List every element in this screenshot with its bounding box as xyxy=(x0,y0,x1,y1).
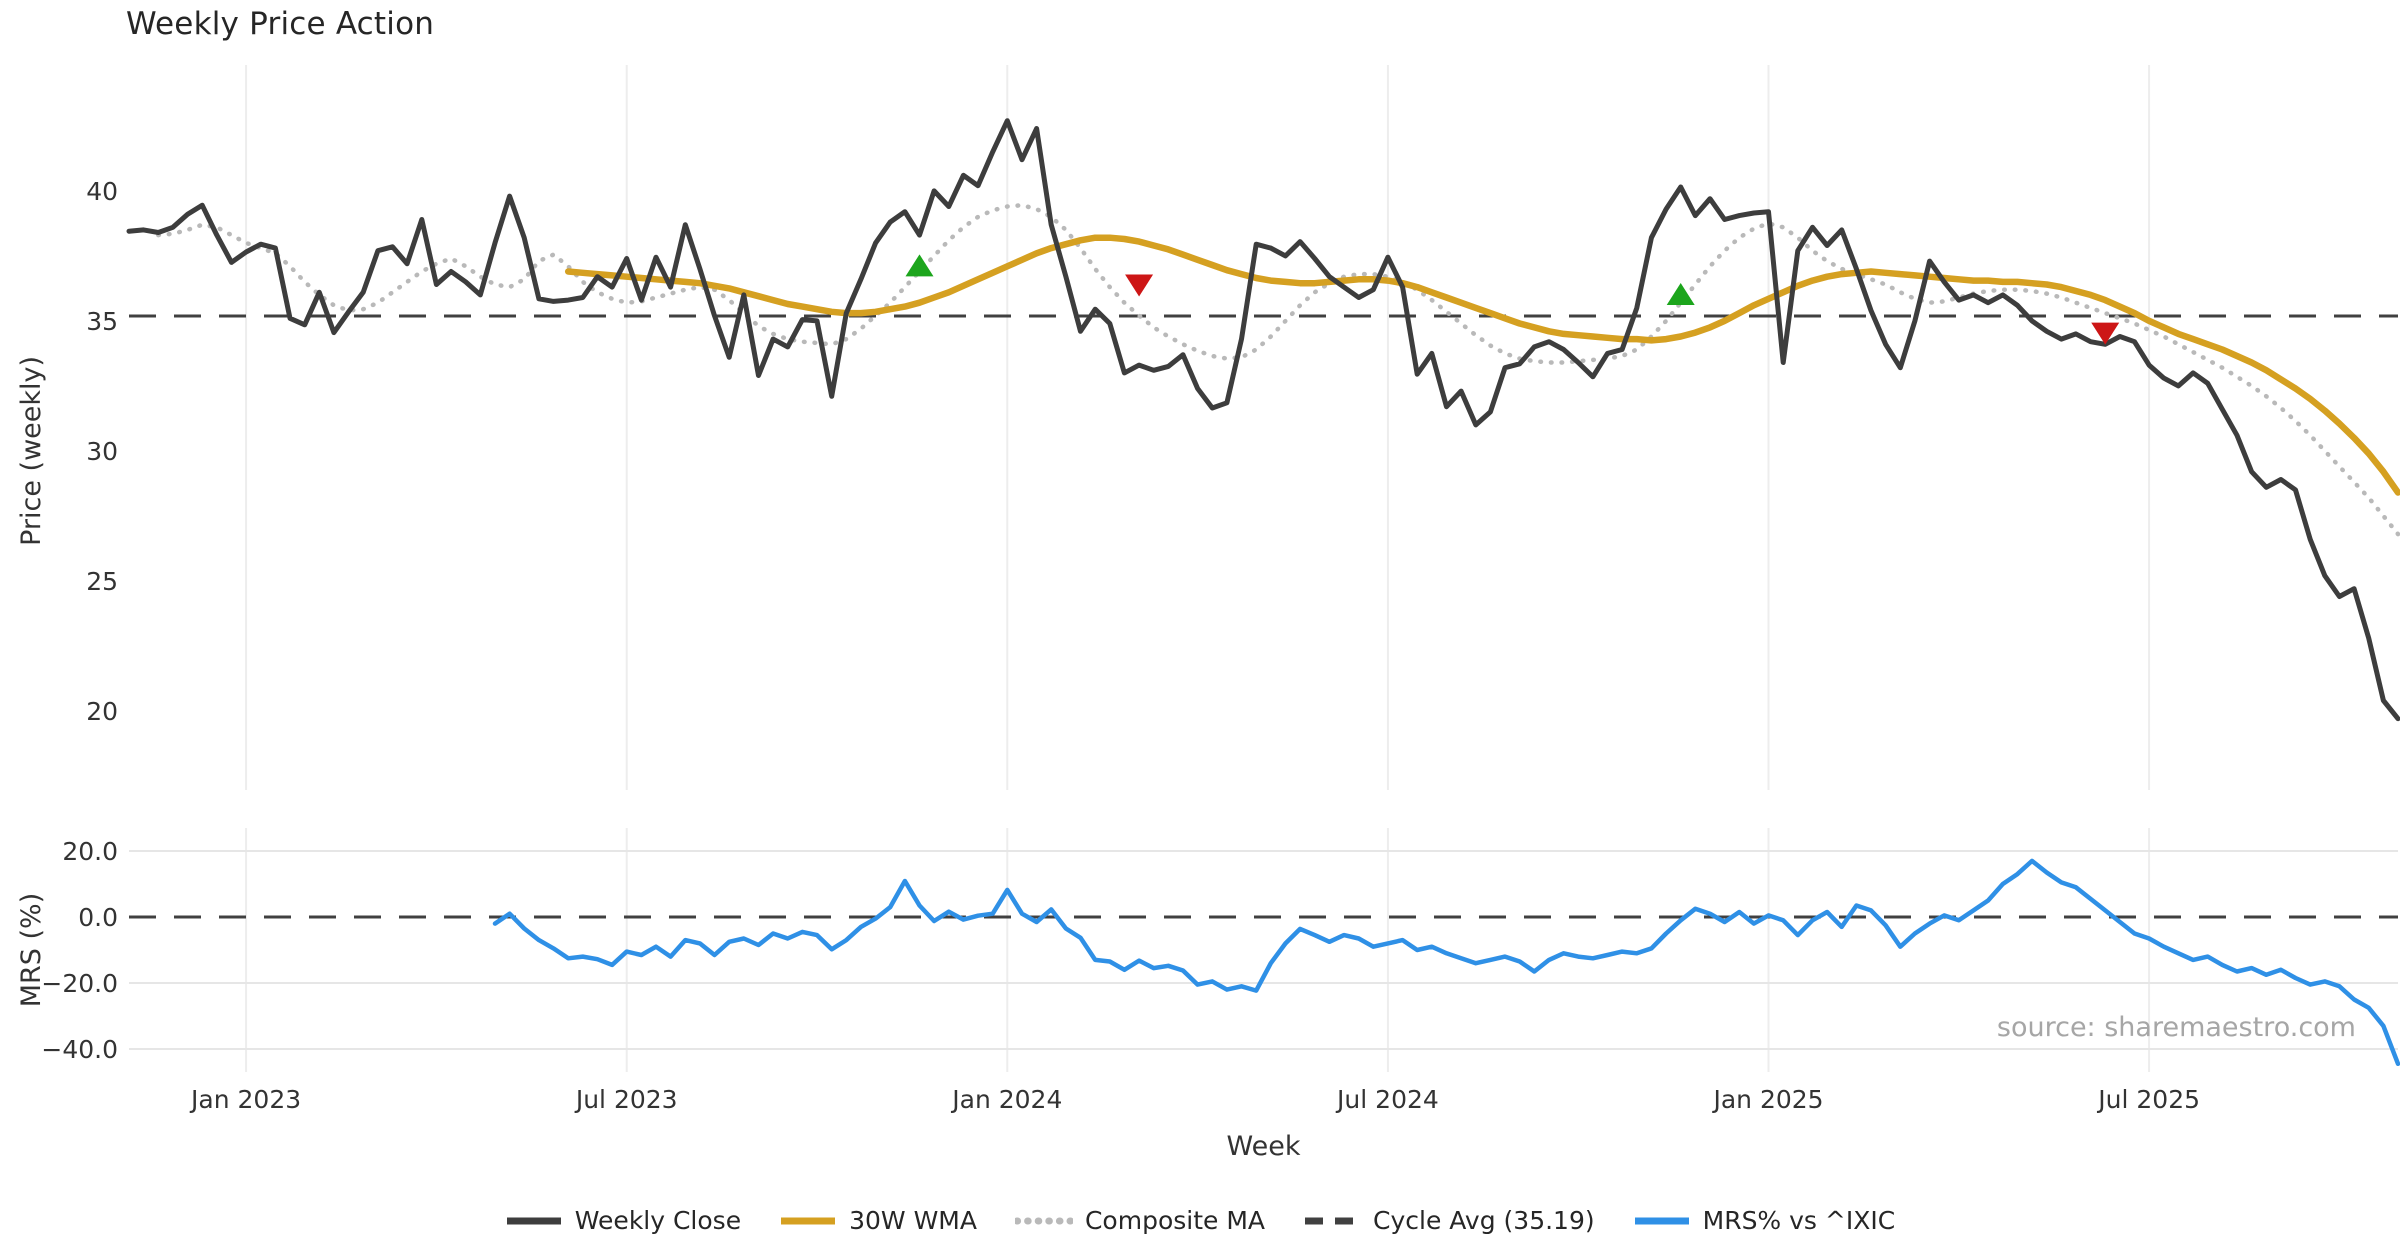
date-xtick: Jul 2025 xyxy=(2096,1085,2200,1114)
legend-item-composite-ma: Composite MA xyxy=(1014,1206,1266,1235)
30w-wma-line xyxy=(564,234,2400,496)
legend-swatch-solid xyxy=(781,1217,836,1224)
weekly-close-line xyxy=(126,118,2400,722)
mrs-vs-ixic-line xyxy=(492,858,2400,1067)
legend-item-30w-wma: 30W WMA xyxy=(779,1206,977,1235)
legend-label: 30W WMA xyxy=(849,1206,977,1235)
mrs-y-axis-label: MRS (%) xyxy=(16,893,47,1008)
legend-swatch-solid xyxy=(506,1217,561,1224)
legend-item-mrs-vs-ixic: MRS% vs ^IXIC xyxy=(1633,1206,1896,1235)
mrs-ytick: −20.0 xyxy=(41,969,118,998)
legend-item-cycle-avg-35-19: Cycle Avg (35.19) xyxy=(1303,1206,1595,1235)
chart-legend: Weekly Close 30W WMA Composite MA Cycle Avg… xyxy=(0,1206,2400,1235)
date-xtick: Jul 2024 xyxy=(1335,1085,1439,1114)
legend-label: MRS% vs ^IXIC xyxy=(1702,1206,1896,1235)
page-title: Weekly Price Action xyxy=(126,6,435,42)
price-ytick: 35 xyxy=(86,307,118,336)
legend-swatch-dashed xyxy=(1305,1217,1360,1224)
price-ytick: 30 xyxy=(86,437,118,466)
buy-signal-marker xyxy=(905,254,934,277)
date-xtick: Jul 2023 xyxy=(574,1085,678,1114)
x-axis-label: Week xyxy=(1227,1131,1301,1162)
mrs-ytick: 20.0 xyxy=(62,837,118,866)
legend-label: Cycle Avg (35.19) xyxy=(1373,1206,1595,1235)
legend-swatch-dotted xyxy=(1014,1217,1073,1224)
price-ytick: 40 xyxy=(86,177,118,206)
legend-label: Composite MA xyxy=(1084,1206,1266,1235)
price-ytick: 25 xyxy=(86,567,118,596)
price-y-axis-label: Price (weekly) xyxy=(16,356,47,546)
composite-ma-line xyxy=(156,202,2400,537)
legend-item-weekly-close: Weekly Close xyxy=(505,1206,741,1235)
sell-signal-marker xyxy=(1125,274,1154,297)
source-note: source: sharemaestro.com xyxy=(1996,1012,2356,1043)
date-xtick: Jan 2024 xyxy=(950,1085,1062,1114)
mrs-ytick: −40.0 xyxy=(41,1035,118,1064)
date-xtick: Jan 2025 xyxy=(1711,1085,1823,1114)
buy-signal-marker xyxy=(1666,282,1695,305)
sell-signal-marker xyxy=(2091,322,2120,345)
legend-label: Weekly Close xyxy=(574,1206,742,1235)
mrs-ytick: 0.0 xyxy=(78,903,118,932)
date-xtick: Jan 2023 xyxy=(189,1085,301,1114)
price-ytick: 20 xyxy=(86,697,118,726)
legend-swatch-solid xyxy=(1634,1217,1689,1224)
